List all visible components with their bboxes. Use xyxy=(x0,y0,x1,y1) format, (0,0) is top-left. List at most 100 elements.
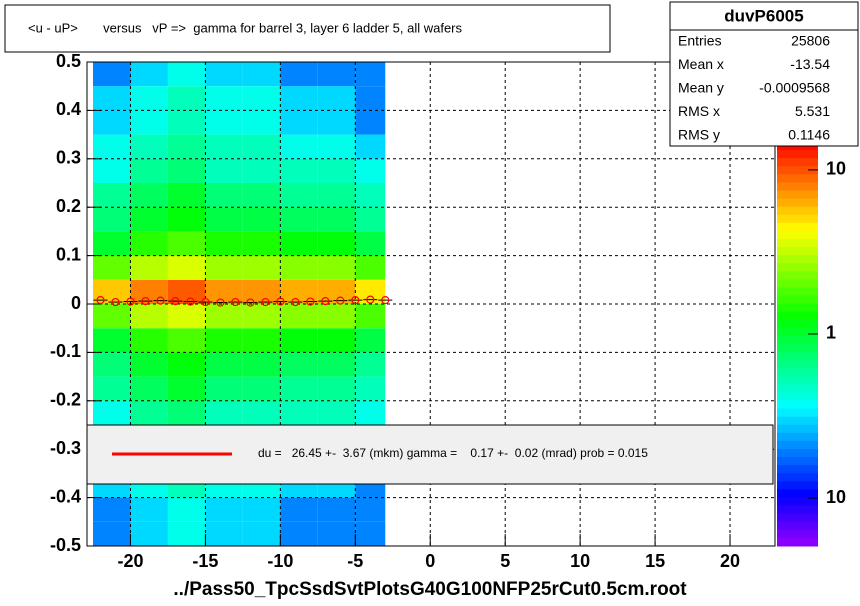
heatmap-cell xyxy=(92,497,131,522)
heatmap-cell xyxy=(130,110,168,135)
heatmap-cell xyxy=(130,255,168,280)
heatmap-cell xyxy=(317,134,356,159)
profile-point xyxy=(261,297,270,307)
heatmap-cell xyxy=(167,497,206,522)
palette-cell xyxy=(777,376,818,385)
x-tick-label: -15 xyxy=(192,551,218,571)
palette-cell xyxy=(777,497,818,507)
heatmap-cell xyxy=(130,497,168,522)
y-tick-label: -0.4 xyxy=(50,486,81,506)
profile-point xyxy=(336,296,345,305)
heatmap-cell xyxy=(317,352,356,377)
heatmap-cell xyxy=(242,497,281,522)
heatmap-cell xyxy=(280,255,318,280)
palette-cell xyxy=(777,440,818,450)
heatmap-cell xyxy=(280,376,318,401)
heatmap-cell xyxy=(317,231,356,256)
heatmap-cell xyxy=(92,134,131,159)
heatmap-cell xyxy=(92,255,131,280)
profile-point xyxy=(366,295,375,304)
profile-point xyxy=(276,297,285,306)
heatmap-cell xyxy=(205,352,243,377)
heatmap-cell xyxy=(92,352,131,377)
palette-cell xyxy=(777,392,818,402)
palette-cell xyxy=(777,206,818,216)
heatmap-cell xyxy=(205,328,243,353)
stats-value: 5.531 xyxy=(795,103,830,119)
palette-cell xyxy=(777,222,818,232)
stats-label: Mean x xyxy=(678,56,724,72)
heatmap-cell xyxy=(92,400,131,425)
heatmap-cell xyxy=(317,110,356,135)
heatmap-cell xyxy=(317,207,356,232)
palette-cell xyxy=(777,182,818,191)
heatmap-cell xyxy=(205,183,243,208)
heatmap-cell xyxy=(280,183,318,208)
heatmap-cell xyxy=(280,328,318,353)
heatmap-cell xyxy=(280,521,318,546)
heatmap-cell xyxy=(130,158,168,183)
heatmap-cell xyxy=(92,183,131,208)
heatmap-cell xyxy=(130,62,168,87)
palette-cell xyxy=(777,344,818,353)
palette-cell xyxy=(777,311,818,321)
stats-label: RMS y xyxy=(678,127,720,143)
heatmap-cell xyxy=(130,183,168,208)
heatmap-cell xyxy=(167,183,206,208)
palette-cell xyxy=(777,190,818,200)
profile-point xyxy=(321,296,330,306)
heatmap-cell xyxy=(242,521,281,546)
palette-cell xyxy=(777,198,818,208)
heatmap-cell xyxy=(167,328,206,353)
heatmap-cell xyxy=(317,304,356,329)
stats-label: RMS x xyxy=(678,103,720,119)
profile-point xyxy=(201,297,210,307)
heatmap-cell xyxy=(130,134,168,159)
palette-cell xyxy=(777,247,818,256)
palette-cell xyxy=(777,303,818,313)
palette-cell xyxy=(777,230,818,240)
y-tick-label: -0.1 xyxy=(50,341,81,361)
palette-cell xyxy=(777,416,818,426)
heatmap-cell xyxy=(242,304,281,329)
stats-value: -13.54 xyxy=(790,56,830,72)
palette-cell xyxy=(777,489,818,499)
heatmap-cell xyxy=(205,255,243,280)
heatmap-cell xyxy=(205,158,243,183)
heatmap-cell xyxy=(167,134,206,159)
heatmap-cell xyxy=(167,521,206,546)
profile-point xyxy=(231,297,240,307)
heatmap-cell xyxy=(242,279,281,304)
heatmap-cell xyxy=(167,400,206,425)
palette-cell xyxy=(777,505,818,515)
heatmap-cell xyxy=(205,304,243,329)
y-tick-label: -0.2 xyxy=(50,390,81,410)
y-tick-label: 0.2 xyxy=(56,196,81,216)
profile-point xyxy=(141,296,150,306)
palette-cell xyxy=(777,150,818,159)
heatmap-cell xyxy=(280,207,318,232)
heatmap-cell xyxy=(167,231,206,256)
palette-cell xyxy=(777,319,818,329)
palette-cell xyxy=(777,360,818,369)
heatmap-cell xyxy=(317,328,356,353)
heatmap-cell xyxy=(130,328,168,353)
stats-box xyxy=(669,1,859,147)
heatmap-cell xyxy=(317,62,356,87)
heatmap-cell xyxy=(280,86,318,111)
heatmap-cell xyxy=(280,62,318,87)
heatmap-cell xyxy=(317,376,356,401)
profile-point xyxy=(156,296,165,305)
heatmap-cell xyxy=(355,231,386,256)
stats-value: -0.0009568 xyxy=(759,80,830,96)
heatmap-cell xyxy=(205,497,243,522)
profile-point xyxy=(291,297,300,307)
palette-cell xyxy=(777,473,818,482)
stats-title: duvP6005 xyxy=(724,6,803,25)
heatmap-cell xyxy=(280,110,318,135)
palette-cell xyxy=(777,166,818,175)
palette-cell xyxy=(777,408,818,418)
heatmap-cell xyxy=(130,304,168,329)
heatmap-cell xyxy=(92,328,131,353)
